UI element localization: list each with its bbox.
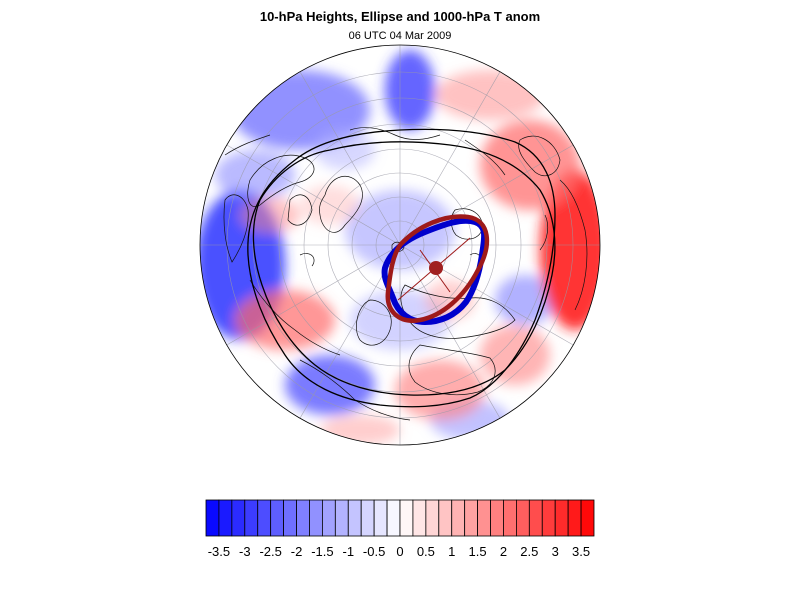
colorbar-box — [244, 499, 259, 537]
meridian-line — [299, 71, 401, 246]
colorbar-box — [231, 499, 246, 537]
colorbar-box — [205, 499, 220, 537]
globe-outline — [199, 44, 601, 446]
plot-title: 10-hPa Heights, Ellipse and 1000-hPa T a… — [259, 9, 541, 24]
meridian-line — [399, 71, 501, 246]
colorbar-box — [283, 499, 297, 537]
colorbar-box — [360, 499, 375, 537]
height-contour-inner — [252, 141, 556, 396]
colorbar-box — [541, 499, 556, 537]
colorbar-box — [334, 499, 349, 537]
colorbar-tick-label: 0 — [396, 544, 403, 559]
meridian-line — [226, 144, 401, 246]
ellipse-center-dot — [429, 261, 443, 275]
colorbar-box — [373, 499, 388, 537]
plot-subtitle: 06 UTC 04 Mar 2009 — [348, 30, 452, 42]
colorbar-box — [399, 499, 414, 537]
colorbar-box — [386, 499, 401, 537]
colorbar-box — [218, 499, 233, 537]
colorbar-box — [257, 499, 272, 537]
colorbar-tick-label: -3 — [239, 544, 251, 559]
colorbar-box — [347, 499, 362, 537]
colorbar-tick-label: -3.5 — [208, 544, 230, 559]
colorbar-tick-label: -0.5 — [363, 544, 385, 559]
fitted-ellipse — [385, 214, 490, 323]
colorbar-tick-label: 3 — [552, 544, 559, 559]
colorbar-tick-label: -1 — [342, 544, 354, 559]
colorbar-box — [503, 499, 517, 537]
colorbar-tick-label: -2.5 — [259, 544, 281, 559]
colorbar-box — [270, 499, 284, 537]
colorbar-tick-label: 3.5 — [572, 544, 590, 559]
colorbar-box — [516, 499, 530, 537]
colorbar-box — [296, 499, 310, 537]
colorbar-tick-label: 1.5 — [469, 544, 487, 559]
colorbar-box — [554, 499, 569, 537]
colorbar-tick-label: -2 — [291, 544, 303, 559]
vortex-edge-contour — [381, 217, 488, 325]
colorbar-box — [490, 499, 504, 537]
colorbar-box — [412, 499, 427, 537]
colorbar-box — [425, 499, 440, 537]
colorbar-box — [580, 499, 595, 537]
colorbar-tick-label: 2 — [500, 544, 507, 559]
temperature-anomaly-field — [200, 50, 600, 445]
colorbar-tick-label: -1.5 — [311, 544, 333, 559]
colorbar-box — [567, 499, 582, 537]
colorbar-tick-label: 0.5 — [417, 544, 435, 559]
colorbar-box — [309, 499, 323, 537]
colorbar-box — [477, 499, 491, 537]
colorbar-box — [321, 499, 336, 537]
meridian-line — [226, 244, 401, 346]
colorbar-box — [438, 499, 453, 537]
height-contours — [247, 128, 556, 408]
colorbar-tick-label: 2.5 — [520, 544, 538, 559]
colorbar-box — [464, 499, 478, 537]
colorbar-box — [528, 499, 543, 537]
colorbar-box — [451, 499, 466, 537]
colorbar-tick-label: 1 — [448, 544, 455, 559]
